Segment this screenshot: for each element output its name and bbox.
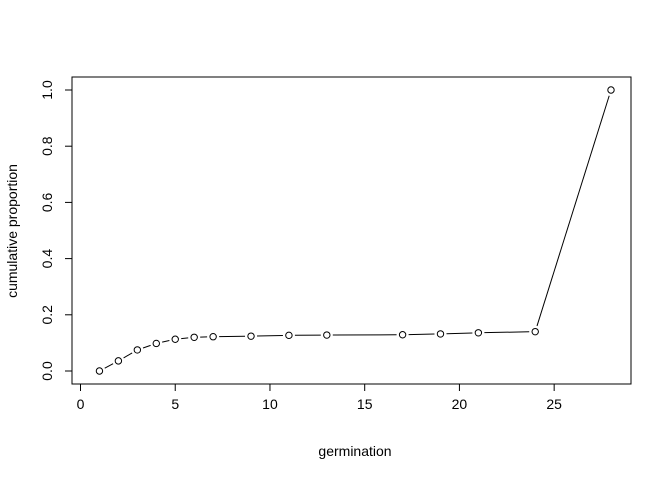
points-layer <box>95 86 615 375</box>
series-segment <box>446 332 473 335</box>
data-point <box>531 327 539 336</box>
data-point <box>133 346 142 354</box>
y-tick-label: 0.6 <box>39 192 55 212</box>
data-point <box>247 332 255 340</box>
series-segment <box>104 363 114 369</box>
series-segment <box>123 352 133 359</box>
series-segment <box>257 334 283 337</box>
data-point <box>474 329 483 337</box>
x-tick-label: 25 <box>546 396 562 412</box>
y-tick-label: 0.2 <box>39 305 55 325</box>
y-axis-title: cumulative proportion <box>4 164 20 298</box>
data-point <box>398 331 407 339</box>
y-tick-label: 0.4 <box>39 249 55 269</box>
x-axis-title: germination <box>318 443 391 459</box>
data-point <box>436 330 445 338</box>
x-tick-label: 10 <box>262 396 278 412</box>
series-segment <box>484 331 530 334</box>
plot-frame <box>71 76 632 385</box>
data-point <box>190 333 198 341</box>
y-axis: 0.0 0.2 0.4 0.6 0.8 1.0 <box>39 80 73 381</box>
data-point <box>152 339 160 348</box>
y-tick-label: 1.0 <box>39 80 55 100</box>
series-segment <box>162 340 170 343</box>
series-segment <box>181 337 189 340</box>
series-segment <box>142 344 151 349</box>
y-tick-label: 0.0 <box>39 361 55 381</box>
x-tick-label: 15 <box>357 396 373 412</box>
data-point <box>285 331 293 340</box>
series-segment <box>536 95 610 327</box>
data-point <box>607 86 615 94</box>
data-point <box>209 333 217 341</box>
series-layer <box>104 95 610 369</box>
x-tick-label: 0 <box>77 396 85 412</box>
series-segment <box>408 333 435 336</box>
x-axis: 0 5 10 15 20 25 <box>77 383 562 412</box>
x-tick-label: 5 <box>171 396 179 412</box>
data-point <box>114 357 123 365</box>
data-point <box>95 367 104 375</box>
data-point <box>323 331 331 339</box>
x-tick-label: 20 <box>452 396 468 412</box>
y-tick-label: 0.8 <box>39 136 55 156</box>
data-point <box>171 335 179 343</box>
